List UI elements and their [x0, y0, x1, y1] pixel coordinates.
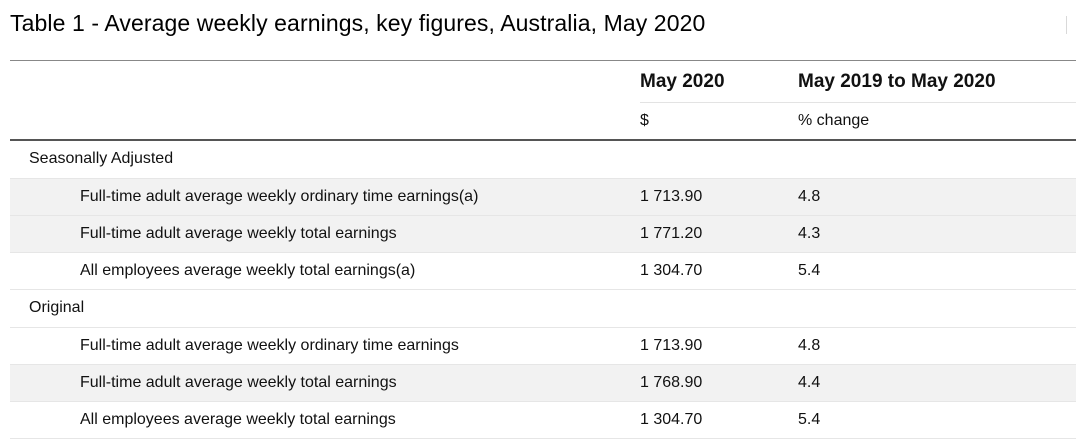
table-row: All employees average weekly total earni…	[10, 401, 1076, 439]
column-header-change: May 2019 to May 2020	[798, 60, 1076, 103]
table-row: All employees average weekly total earni…	[10, 252, 1076, 290]
units-blank-cell	[10, 102, 640, 141]
table-row: Full-time adult average weekly ordinary …	[10, 327, 1076, 365]
section-label: Seasonally Adjusted	[10, 139, 1076, 179]
header-row: May 2020 May 2019 to May 2020	[10, 60, 1076, 103]
row-change: 5.4	[798, 252, 1076, 290]
row-change: 4.3	[798, 215, 1076, 253]
row-change: 4.8	[798, 178, 1076, 216]
column-header-may-2020: May 2020	[640, 60, 798, 103]
section-row-seasonally-adjusted: Seasonally Adjusted	[10, 139, 1076, 179]
table-row: Full-time adult average weekly ordinary …	[10, 178, 1076, 216]
row-value: 1 771.20	[640, 215, 798, 253]
row-label: All employees average weekly total earni…	[10, 252, 640, 290]
row-value: 1 304.70	[640, 401, 798, 439]
row-label: Full-time adult average weekly total ear…	[10, 215, 640, 253]
row-change: 4.4	[798, 364, 1076, 402]
unit-dollars: $	[640, 102, 798, 141]
unit-percent-change: % change	[798, 102, 1076, 141]
divider	[1066, 16, 1067, 34]
row-label: Full-time adult average weekly total ear…	[10, 364, 640, 402]
page-title: Table 1 - Average weekly earnings, key f…	[10, 10, 706, 36]
row-label: All employees average weekly total earni…	[10, 401, 640, 439]
row-value: 1 713.90	[640, 327, 798, 365]
row-value: 1 304.70	[640, 252, 798, 290]
units-row: $ % change	[10, 102, 1076, 141]
header-blank-cell	[10, 60, 640, 103]
table-row: Full-time adult average weekly total ear…	[10, 215, 1076, 253]
earnings-table: May 2020 May 2019 to May 2020 $ % change…	[10, 60, 1076, 439]
row-value: 1 713.90	[640, 178, 798, 216]
row-change: 5.4	[798, 401, 1076, 439]
table-row: Full-time adult average weekly total ear…	[10, 364, 1076, 402]
row-label: Full-time adult average weekly ordinary …	[10, 178, 640, 216]
section-row-original: Original	[10, 289, 1076, 328]
row-value: 1 768.90	[640, 364, 798, 402]
row-label: Full-time adult average weekly ordinary …	[10, 327, 640, 365]
row-change: 4.8	[798, 327, 1076, 365]
section-label: Original	[10, 289, 1076, 328]
